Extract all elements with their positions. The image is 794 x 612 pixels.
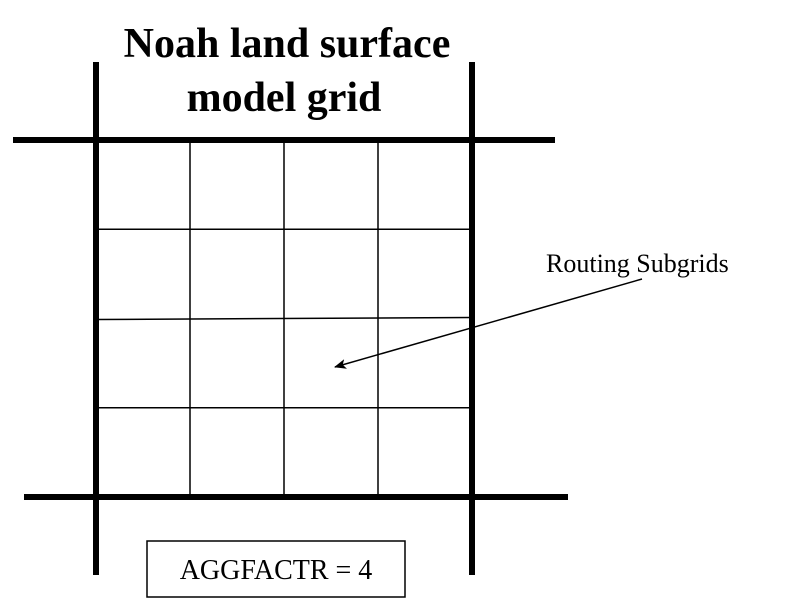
- coarse-grid-lines: [13, 62, 568, 575]
- aggfactr-box-border: [146, 540, 406, 598]
- title-line-1: Noah land surface: [124, 21, 451, 67]
- subgrid-horizontal-line: [95, 316, 473, 321]
- aggfactr-label: AGGFACTR = 4: [180, 555, 373, 586]
- routing-subgrid-lines: [95, 140, 473, 497]
- routing-subgrids-arrow: [334, 278, 643, 369]
- routing-subgrids-label: Routing Subgrids: [546, 249, 729, 278]
- title-line-2: model grid: [187, 75, 382, 121]
- aggfactr-box: AGGFACTR = 4: [146, 540, 406, 598]
